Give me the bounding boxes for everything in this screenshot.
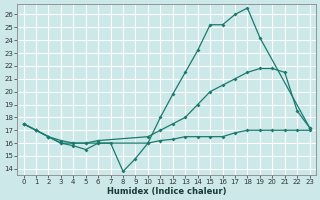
X-axis label: Humidex (Indice chaleur): Humidex (Indice chaleur) (107, 187, 226, 196)
